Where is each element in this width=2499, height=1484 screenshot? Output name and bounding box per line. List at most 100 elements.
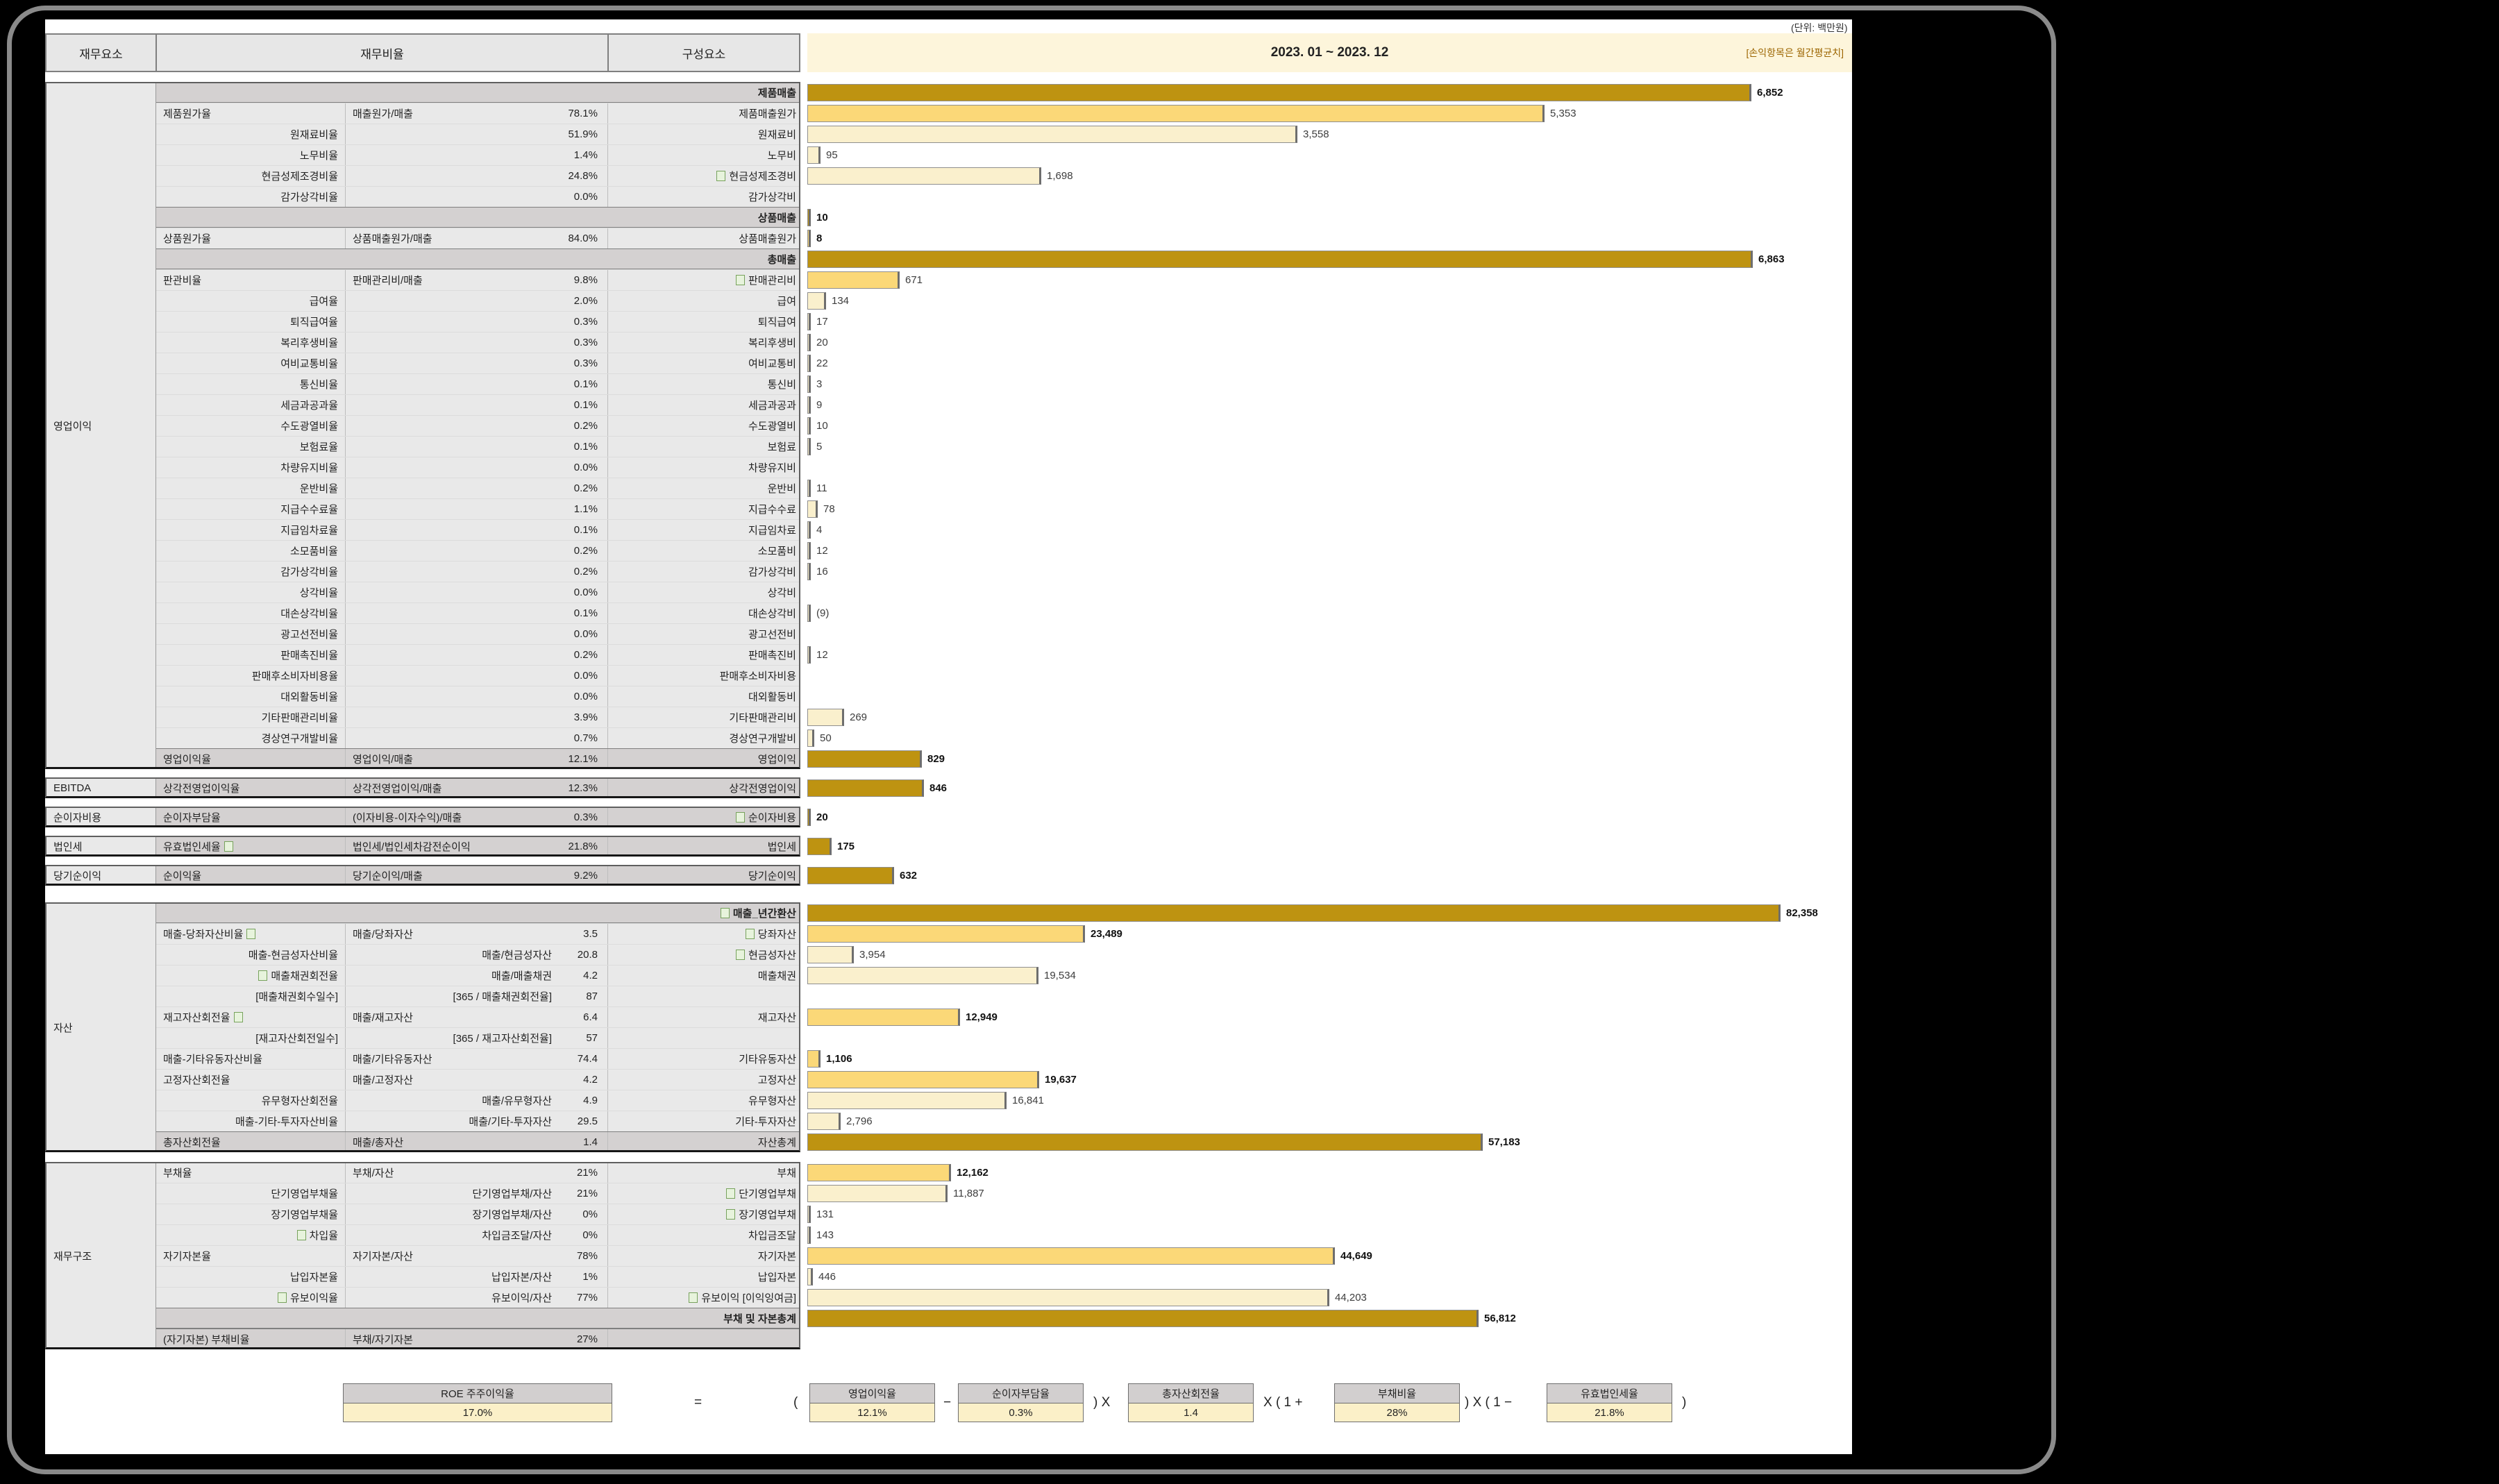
ratio-cell[interactable]: 판매촉진비율 xyxy=(156,645,346,665)
component-cell[interactable]: 상품매출원가 xyxy=(739,233,796,245)
ratio-cell[interactable]: 세금과공과율 xyxy=(156,395,346,415)
formula-cell[interactable]: 판매관리비/매출 9.8% xyxy=(346,270,608,290)
ratio-cell[interactable]: 운반비율 xyxy=(156,478,346,498)
ratio-cell[interactable]: 급여율 xyxy=(156,291,346,311)
ratio-cell[interactable]: [매출채권회수일수] xyxy=(156,986,346,1006)
component-cell[interactable]: 운반비 xyxy=(767,483,796,495)
ratio-cell[interactable]: 부채율 xyxy=(156,1163,346,1183)
component-cell[interactable]: 제품매출원가 xyxy=(739,108,796,120)
component-cell[interactable]: 지급임차료 xyxy=(748,525,796,537)
factor-label-assets[interactable]: 자산 xyxy=(45,902,156,1152)
ratio-cell[interactable]: 통신비율 xyxy=(156,374,346,394)
formula-cell[interactable]: 0.2% xyxy=(346,541,608,561)
ratio-cell[interactable]: 총자산회전율 xyxy=(156,1132,346,1152)
ratio-cell[interactable]: 기타판매관리비율 xyxy=(156,707,346,727)
component-cell[interactable]: 매출_년간환산 xyxy=(156,903,800,922)
component-cell[interactable]: 자기자본 xyxy=(757,1251,796,1263)
ratio-cell[interactable]: 제품원가율 xyxy=(156,103,346,124)
ratio-cell[interactable]: 지급임차료율 xyxy=(156,520,346,540)
component-cell[interactable]: 영업이익 xyxy=(757,754,796,766)
formula-cell[interactable]: 0.1% xyxy=(346,395,608,415)
component-cell[interactable]: 유보이익 [이익잉여금] xyxy=(608,1288,800,1308)
formula-cell[interactable]: 0.0% xyxy=(346,624,608,644)
component-cell[interactable]: 장기영업부채 xyxy=(608,1204,800,1224)
formula-cell[interactable]: 매출/매출채권 4.2 xyxy=(346,966,608,986)
header-cell-factor[interactable]: 재무요소 xyxy=(45,33,156,72)
ratio-cell[interactable]: 수도광열비율 xyxy=(156,416,346,436)
formula-cell[interactable]: 매출/총자산 1.4 xyxy=(346,1132,608,1152)
ratio-cell[interactable]: 감가상각비율 xyxy=(156,562,346,582)
formula-cell[interactable]: 0.2% xyxy=(346,416,608,436)
ratio-cell[interactable]: 복리후생비율 xyxy=(156,332,346,353)
formula-cell[interactable]: 매출/고정자산 4.2 xyxy=(346,1070,608,1090)
ratio-cell[interactable]: 상각비율 xyxy=(156,582,346,602)
component-cell[interactable]: 부채 및 자본총계 xyxy=(723,1313,796,1325)
formula-cell[interactable]: 1.1% xyxy=(346,499,608,519)
ratio-cell[interactable]: (자기자본) 부채비율 xyxy=(156,1329,346,1349)
term-debt-ratio[interactable]: 부채비율 28% xyxy=(1334,1383,1460,1422)
formula-cell[interactable]: 부채/자기자본 27% xyxy=(346,1329,608,1349)
component-cell[interactable] xyxy=(608,1329,800,1349)
component-cell[interactable]: 원재료비 xyxy=(757,129,796,141)
formula-cell[interactable]: 상품매출원가/매출 84.0% xyxy=(346,228,608,248)
component-cell[interactable]: 보험료 xyxy=(767,441,796,453)
formula-cell[interactable]: 0.0% xyxy=(346,582,608,602)
formula-cell[interactable]: 당기순이익/매출 9.2% xyxy=(346,866,608,886)
component-cell[interactable]: 차량유지비 xyxy=(748,462,796,474)
component-cell[interactable]: 감가상각비 xyxy=(748,192,796,203)
formula-cell[interactable]: 매출원가/매출 78.1% xyxy=(346,103,608,124)
ratio-cell[interactable]: 재고자산회전율 xyxy=(156,1007,346,1027)
component-cell[interactable]: 단기영업부채 xyxy=(608,1183,800,1204)
ratio-cell[interactable]: 차량유지비율 xyxy=(156,457,346,478)
factor-label-ebitda[interactable]: EBITDA xyxy=(45,777,156,798)
ratio-cell[interactable]: 매출채권회전율 xyxy=(156,966,346,986)
formula-cell[interactable]: 매출/재고자산 6.4 xyxy=(346,1007,608,1027)
formula-cell[interactable]: 0.1% xyxy=(346,437,608,457)
ratio-cell[interactable]: 보험료율 xyxy=(156,437,346,457)
formula-cell[interactable]: 매출/현금성자산 20.8 xyxy=(346,945,608,965)
component-cell[interactable]: 매출채권 xyxy=(757,970,796,982)
formula-cell[interactable]: 2.0% xyxy=(346,291,608,311)
formula-cell[interactable]: 단기영업부채/자산 21% xyxy=(346,1183,608,1204)
component-cell[interactable]: 판매관리비 xyxy=(608,270,800,290)
ratio-cell[interactable]: 소모품비율 xyxy=(156,541,346,561)
ratio-cell[interactable]: 원재료비율 xyxy=(156,124,346,144)
formula-cell[interactable]: 영업이익/매출 12.1% xyxy=(346,749,608,769)
ratio-cell[interactable]: 판관비율 xyxy=(156,270,346,290)
formula-cell[interactable]: 매출/기타유동자산 74.4 xyxy=(346,1049,608,1069)
term-net-interest-burden[interactable]: 순이자부담율 0.3% xyxy=(958,1383,1084,1422)
ratio-cell[interactable]: 판매후소비자비용율 xyxy=(156,666,346,686)
ratio-cell[interactable]: 매출-기타유동자산비율 xyxy=(156,1049,346,1069)
factor-label-pnl[interactable]: 영업이익 xyxy=(45,82,156,769)
ratio-cell[interactable]: 광고선전비율 xyxy=(156,624,346,644)
formula-cell[interactable]: 법인세/법인세차감전순이익 21.8% xyxy=(346,836,608,857)
ratio-cell[interactable]: 매출-기타-투자자산비율 xyxy=(156,1111,346,1131)
formula-cell[interactable]: 3.9% xyxy=(346,707,608,727)
ratio-cell[interactable]: 순이자부담율 xyxy=(156,807,346,827)
formula-cell[interactable]: 0.3% xyxy=(346,353,608,373)
component-cell[interactable]: 여비교통비 xyxy=(748,358,796,370)
ratio-cell[interactable]: 납입자본율 xyxy=(156,1267,346,1287)
component-cell[interactable]: 상각전영업이익 xyxy=(729,783,796,795)
ratio-cell[interactable]: 노무비율 xyxy=(156,145,346,165)
ratio-cell[interactable]: 대외활동비율 xyxy=(156,686,346,707)
formula-cell[interactable]: [365 / 매출채권회전율] 87 xyxy=(346,986,608,1006)
component-cell[interactable]: 자산총계 xyxy=(757,1137,796,1149)
formula-cell[interactable]: 차입금조달/자산 0% xyxy=(346,1225,608,1245)
formula-cell[interactable]: (이자비용-이자수익)/매출 0.3% xyxy=(346,807,608,827)
factor-label-tax[interactable]: 법인세 xyxy=(45,836,156,857)
component-cell[interactable] xyxy=(608,986,800,1006)
component-cell[interactable]: 통신비 xyxy=(767,379,796,391)
component-cell[interactable]: 납입자본 xyxy=(757,1272,796,1283)
ratio-cell[interactable]: 영업이익율 xyxy=(156,749,346,769)
ratio-cell[interactable]: 유무형자산회전율 xyxy=(156,1090,346,1111)
ratio-cell[interactable]: 여비교통비율 xyxy=(156,353,346,373)
component-cell[interactable]: 고정자산 xyxy=(757,1074,796,1086)
component-cell[interactable]: 복리후생비 xyxy=(748,337,796,349)
component-cell[interactable]: 유무형자산 xyxy=(748,1095,796,1107)
component-cell[interactable]: 차입금조달 xyxy=(748,1230,796,1242)
term-effective-tax-rate[interactable]: 유효법인세율 21.8% xyxy=(1547,1383,1672,1422)
formula-cell[interactable]: 유보이익/자산 77% xyxy=(346,1288,608,1308)
formula-cell[interactable]: 매출/기타-투자자산 29.5 xyxy=(346,1111,608,1131)
factor-label-interest[interactable]: 순이자비용 xyxy=(45,807,156,827)
